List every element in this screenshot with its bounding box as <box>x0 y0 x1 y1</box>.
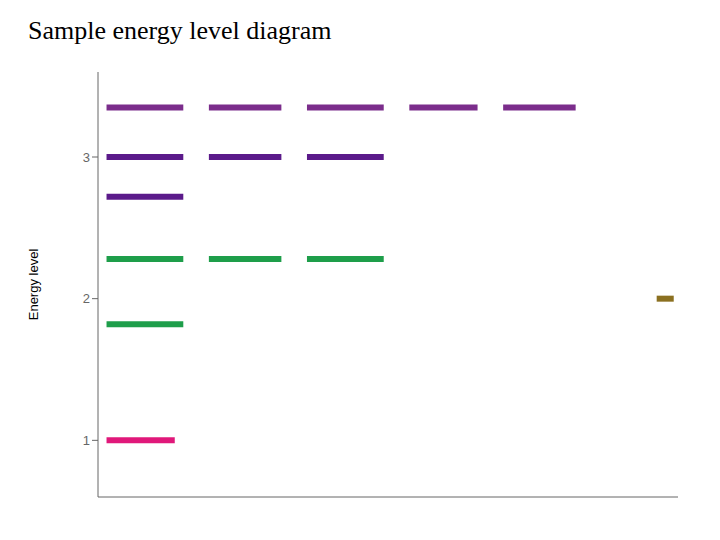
svg-text:3: 3 <box>83 150 90 165</box>
svg-text:1: 1 <box>83 433 90 448</box>
svg-text:2: 2 <box>83 291 90 306</box>
svg-text:Energy level: Energy level <box>26 249 41 321</box>
html-text:Sample energy level diagram: Sample energy level diagram <box>28 16 332 45</box>
